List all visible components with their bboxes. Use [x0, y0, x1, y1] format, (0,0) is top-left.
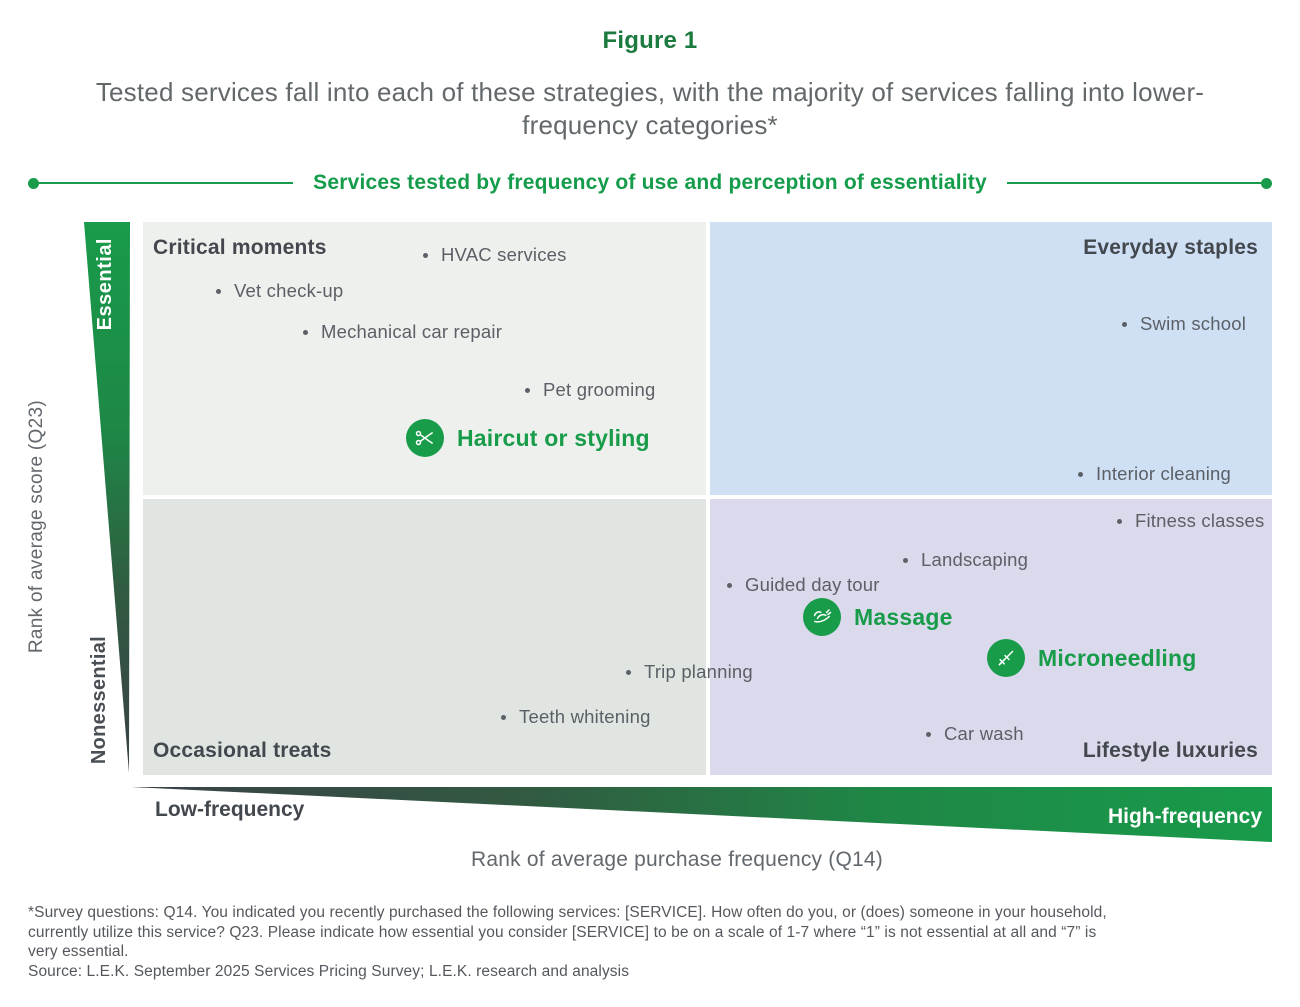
band-dot-right-icon: [1261, 177, 1272, 189]
footnote: *Survey questions: Q14. You indicated yo…: [28, 903, 1107, 981]
band-dot-left-icon: [28, 177, 39, 189]
quadrant-lifestyle-luxuries: [710, 499, 1272, 775]
footnote-line: very essential.: [28, 943, 129, 960]
quadrant-label-everyday-staples: Everyday staples: [1083, 236, 1258, 259]
high-frequency-label: High-frequency: [1107, 805, 1262, 828]
figure-title: Figure 1: [602, 27, 698, 54]
band-rule-left: [39, 182, 294, 184]
source-line: Source: L.E.K. September 2025 Services P…: [28, 962, 630, 980]
figure-subtitle: Tested services fall into each of these …: [95, 77, 1205, 140]
quadrant-everyday-staples: [710, 222, 1272, 495]
quadrant-label-critical-moments: Critical moments: [153, 236, 327, 259]
band-rule-right: [1006, 182, 1261, 184]
x-axis-title: Rank of average purchase frequency (Q14): [471, 848, 883, 871]
section-band: Services tested by frequency of use and …: [28, 171, 1272, 194]
band-title: Services tested by frequency of use and …: [313, 171, 987, 194]
quadrant-label-lifestyle-luxuries: Lifestyle luxuries: [1082, 739, 1258, 762]
quadrant-label-occasional-treats: Occasional treats: [153, 739, 332, 762]
nonessential-label: Nonessential: [88, 636, 110, 765]
low-frequency-label: Low-frequency: [155, 798, 305, 821]
footnote-line: *Survey questions: Q14. You indicated yo…: [28, 904, 1107, 921]
quadrant-occasional-treats: [143, 499, 706, 775]
essential-label: Essential: [94, 238, 116, 331]
footnote-line: currently utilize this service? Q23. Ple…: [28, 923, 1097, 941]
quadrant-critical-moments: [143, 222, 706, 495]
y-axis-title: Rank of average score (Q23): [26, 400, 47, 654]
